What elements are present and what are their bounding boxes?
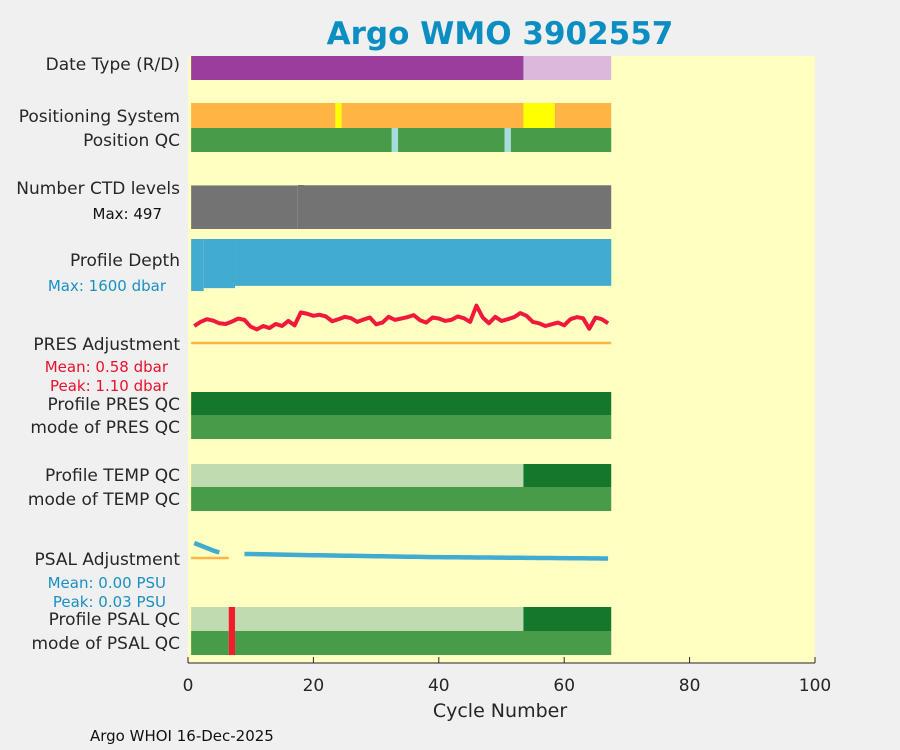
x-tick-label-0: 0 [183,676,194,696]
profile-depth-bar-2 [235,239,612,286]
chart-marks [191,56,612,655]
position-qc-segment-4 [510,128,612,152]
profile-psal-qc-segment-3 [523,607,612,631]
position-qc-segment-3 [504,128,511,152]
pres-adjustment-line [193,303,610,332]
label-mode-psal-qc: mode of PSAL QC [31,634,180,654]
profile-psal-qc-segment-1 [228,607,236,631]
x-tick-label-20: 20 [303,676,325,696]
psal-mean-text: Mean: 0.00 PSU [48,574,166,592]
psal-adjustment-line-1 [244,551,609,561]
ctd-levels-bar-2 [303,185,612,229]
x-tick-label-40: 40 [428,676,450,696]
label-psal-adjustment: PSAL Adjustment [35,550,181,570]
date-type-segment-1 [523,56,612,80]
plot-area [188,56,815,663]
label-date-type: Date Type (R/D) [46,55,180,75]
label-profile-depth: Profile Depth [70,251,180,271]
positioning-segment-3 [523,103,555,128]
label-profile-psal-qc: Profile PSAL QC [49,610,180,630]
x-axis-ticks: 0 20 40 60 80 100 [183,657,831,696]
label-mode-pres-qc: mode of PRES QC [30,418,180,438]
label-pres-adjustment: PRES Adjustment [33,335,180,355]
x-tick-label-60: 60 [553,676,575,696]
profile-psal-qc-segment-0 [191,607,229,631]
profile-temp-qc-segment-0 [191,464,524,487]
profile-pres-qc-segment-0 [191,392,612,415]
chart-title: Argo WMO 3902557 [327,16,674,52]
profile-depth-bar-1 [203,239,236,289]
x-axis-label: Cycle Number [433,700,567,722]
mode-psal-qc-segment-0 [191,631,229,655]
psal-adjustment-line-0 [193,540,221,555]
label-profile-temp-qc: Profile TEMP QC [45,466,180,486]
profile-depth-bar-0 [191,239,204,291]
positioning-segment-4 [554,103,612,128]
date-type-segment-0 [191,56,524,80]
depth-max-text: Max: 1600 dbar [48,277,167,295]
ctd-max-text: Max: 497 [93,205,162,223]
pres-mean-text: Mean: 0.58 dbar [45,358,169,376]
profile-psal-qc-segment-2 [235,607,524,631]
positioning-segment-1 [335,103,342,128]
positioning-segment-0 [191,103,336,128]
positioning-segment-2 [341,103,524,128]
mode-psal-qc-segment-2 [235,631,612,655]
mode-temp-qc-segment-0 [191,487,612,511]
position-qc-segment-0 [191,128,392,152]
x-tick-label-80: 80 [679,676,701,696]
profile-temp-qc-segment-1 [523,464,612,487]
label-number-ctd-levels: Number CTD levels [16,179,180,199]
pres-peak-text: Peak: 1.10 dbar [50,377,169,395]
ctd-levels-bar-1 [297,185,304,229]
x-tick-label-100: 100 [799,676,831,696]
label-position-qc: Position QC [83,131,180,151]
mode-psal-qc-segment-1 [228,631,236,655]
position-qc-segment-2 [398,128,505,152]
label-positioning-system: Positioning System [19,107,180,127]
label-mode-temp-qc: mode of TEMP QC [28,490,180,510]
mode-pres-qc-segment-0 [191,415,612,439]
chart-lines [191,303,612,561]
psal-peak-text: Peak: 0.03 PSU [53,593,166,611]
label-profile-pres-qc: Profile PRES QC [47,395,180,415]
ctd-levels-bar-0 [191,185,298,229]
footer-credit: Argo WHOI 16-Dec-2025 [90,727,274,745]
position-qc-segment-1 [391,128,399,152]
